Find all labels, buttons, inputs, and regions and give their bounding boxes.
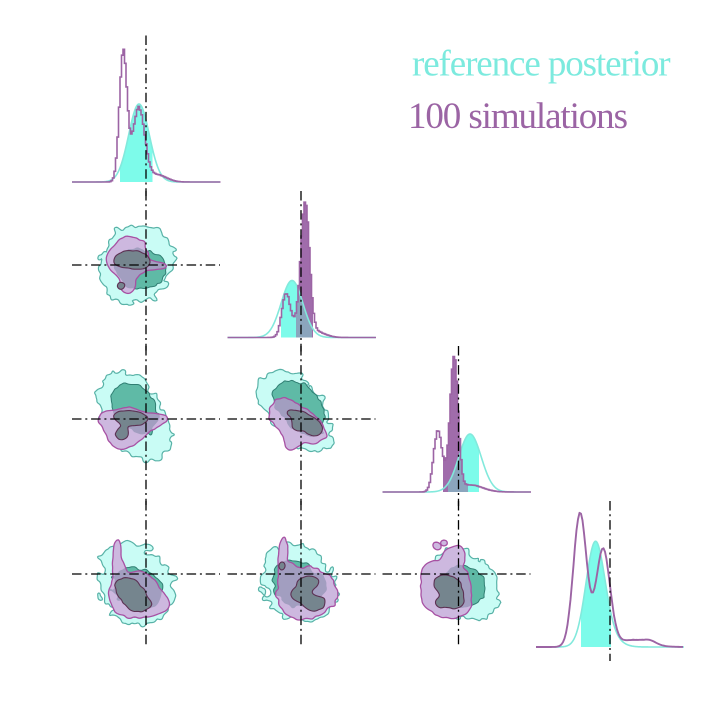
svg-text:reference posterior: reference posterior bbox=[412, 44, 670, 85]
svg-text:100 simulations: 100 simulations bbox=[408, 96, 628, 137]
